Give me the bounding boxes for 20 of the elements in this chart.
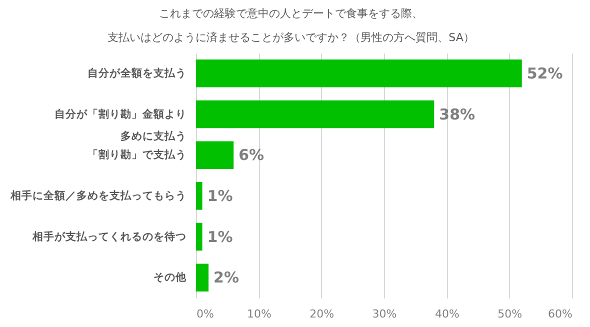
x-tick-label: 60% (548, 308, 572, 320)
y-tick-label: 相手に全額／多めを支払ってもらう (10, 188, 186, 202)
y-tick-label: 相手が支払ってくれるのを待つ (32, 230, 186, 243)
data-label: 52% (526, 64, 563, 82)
x-tick-label: 10% (246, 308, 272, 320)
data-label: 6% (238, 146, 264, 164)
x-tick-label: 40% (434, 308, 460, 320)
chart-title: これまでの経験で意中の人とデートで食事をする際、支払いはどのように済ませることが多いですか？（男性の方へ質問、SA） (108, 7, 474, 44)
y-tick-label: 自分が「割り勘」金額より多めに支払う (54, 107, 186, 142)
y-tick-label: 「割り勘」で支払う (88, 148, 186, 162)
x-tick-label: 50% (498, 308, 522, 320)
x-tick-label: 30% (372, 308, 397, 320)
x-tick-label: 0% (196, 308, 214, 320)
x-tick-label: 20% (310, 308, 334, 320)
y-tick-label: その他 (154, 270, 188, 284)
data-label: 1% (207, 228, 233, 246)
data-label: 1% (207, 186, 233, 205)
data-label: 38% (439, 105, 476, 124)
y-tick-label: 自分が全額を支払う (88, 66, 186, 80)
data-label: 2% (214, 268, 239, 287)
